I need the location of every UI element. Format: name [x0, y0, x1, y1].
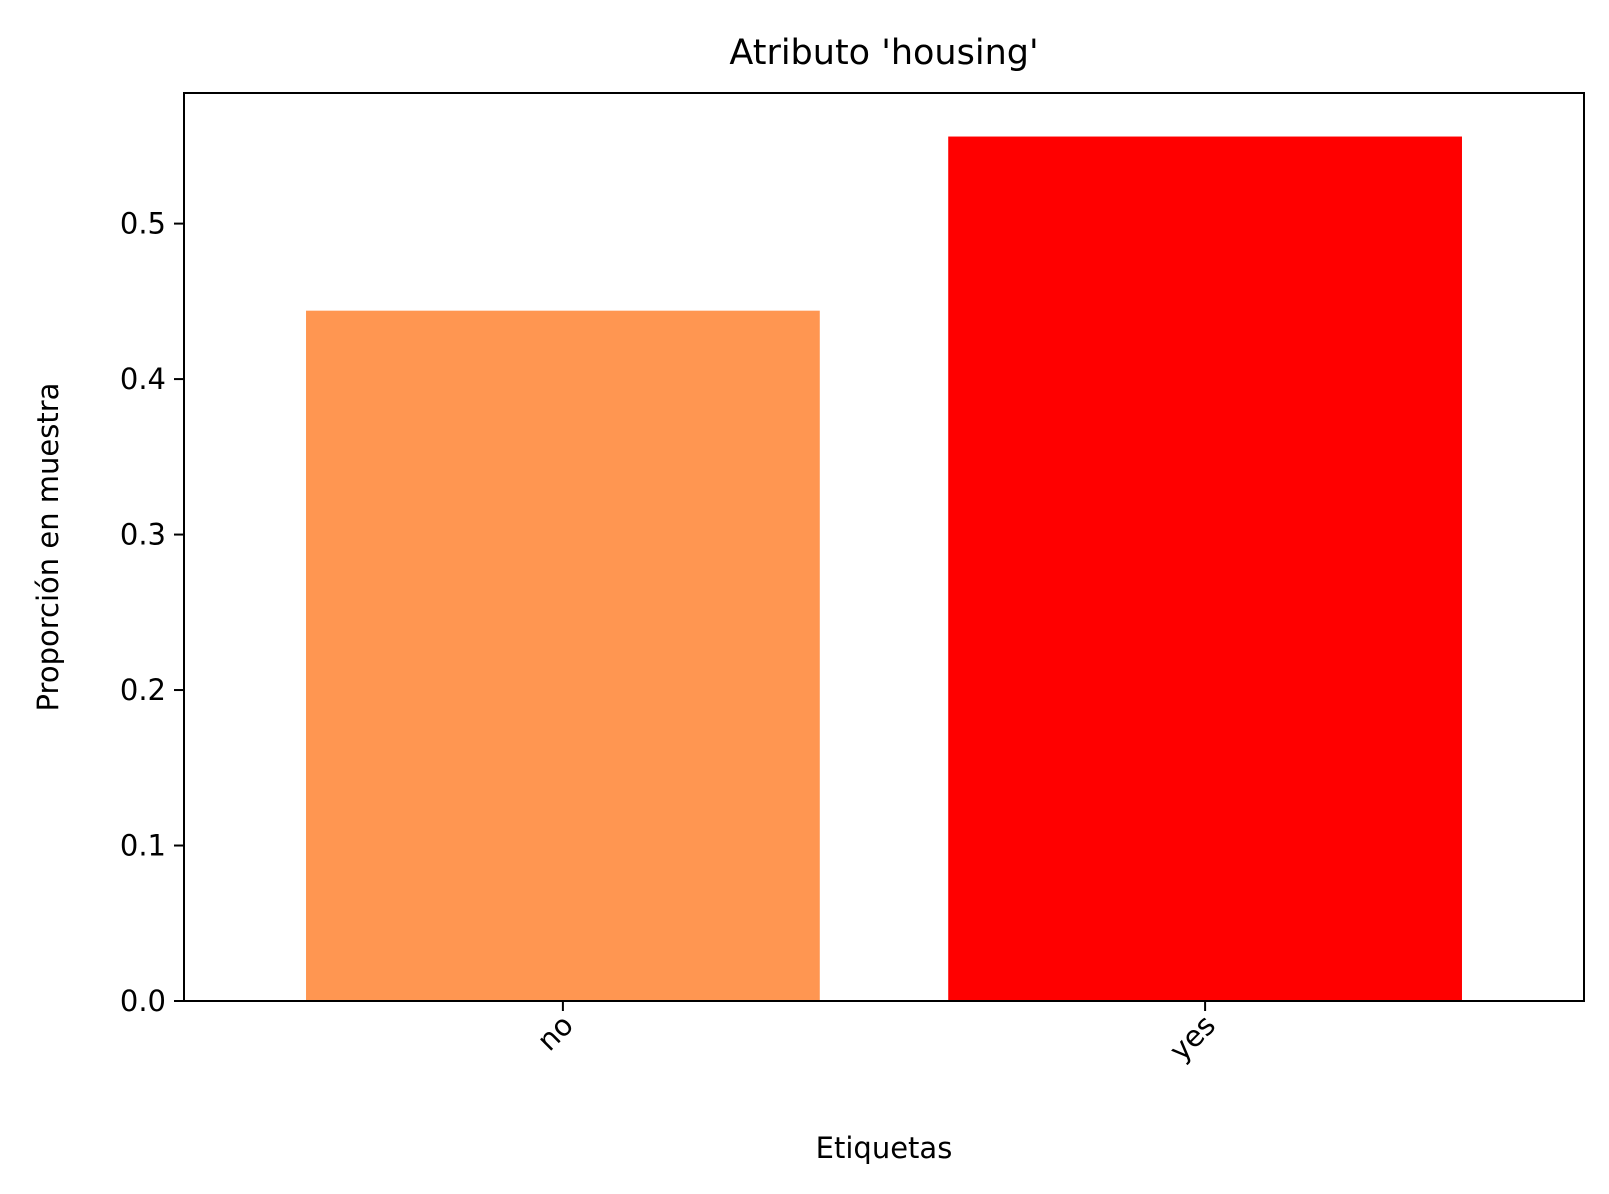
y-tick-label: 0.5	[120, 207, 166, 241]
y-axis: 0.0 0.1 0.2 0.3 0.4 0.5	[120, 207, 184, 1018]
y-tick-label: 0.4	[120, 362, 166, 396]
y-tick-label: 0.2	[120, 673, 166, 707]
y-tick-label: 0.1	[120, 829, 166, 863]
x-axis-label: Etiquetas	[816, 1131, 953, 1165]
bars-group	[306, 136, 1462, 1001]
x-tick-label-no: no	[530, 1008, 580, 1058]
x-tick-label-yes: yes	[1163, 1008, 1222, 1067]
chart-title: Atributo 'housing'	[729, 33, 1038, 73]
plot-frame	[183, 92, 1585, 1002]
x-axis: no yes	[530, 1001, 1222, 1067]
bar-no	[306, 310, 820, 1001]
y-tick-label: 0.0	[120, 984, 166, 1018]
y-tick-label: 0.3	[120, 518, 166, 552]
bar-yes	[948, 136, 1462, 1001]
y-axis-label: Proporción en muestra	[31, 383, 65, 712]
